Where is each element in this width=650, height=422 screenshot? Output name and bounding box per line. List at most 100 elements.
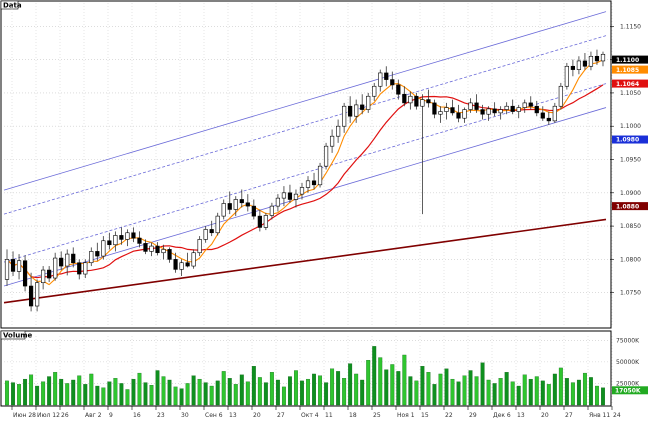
volume-bar (492, 383, 497, 406)
candle-body (366, 95, 371, 110)
price-tag-box (612, 65, 648, 74)
candle-body (83, 262, 88, 275)
volume-y-label: 50000K (616, 359, 640, 366)
price-title-box (0, 0, 19, 10)
x-tick-label: 30 (181, 412, 189, 419)
x-tick-label: 16 (133, 412, 141, 419)
volume-tag-box (612, 386, 648, 395)
price-y-label: 1.1050 (620, 90, 641, 97)
volume-bar (444, 368, 449, 406)
volume-bar (65, 383, 70, 406)
price-tag-label: 1.0880 (616, 203, 639, 210)
candle-body (354, 104, 359, 117)
volume-bar (269, 372, 274, 406)
volume-bar (486, 379, 491, 406)
volume-bar (595, 385, 599, 406)
volume-bars (5, 346, 605, 406)
candle-body (287, 192, 293, 200)
volume-bar (239, 374, 244, 406)
x-tick-label: 29 (469, 412, 477, 419)
volume-bar (396, 371, 401, 406)
volume-bar (462, 375, 467, 406)
price-tag-label: 1.1085 (616, 67, 639, 74)
volume-bar (582, 372, 587, 406)
volume-bar (540, 380, 545, 406)
volume-panel-title: Volume (3, 332, 33, 340)
y-axis: 1.1150 1.1100 1.1050 1.1000 1.0950 1.0900 1.08… (610, 23, 641, 387)
volume-bar (5, 380, 9, 406)
volume-bar (312, 373, 316, 406)
volume-bar (306, 378, 310, 406)
candle-body (299, 187, 305, 195)
x-tick-label: Авг 2 (85, 412, 102, 419)
volume-bar (366, 359, 371, 406)
candle-body (4, 259, 10, 280)
candle-body (444, 107, 449, 112)
x-tick-label: 20 (253, 412, 261, 419)
price-y-label: 1.0900 (620, 190, 641, 197)
candle-body (131, 232, 136, 239)
candle-body (263, 215, 268, 228)
x-tick-label: 11 (325, 412, 333, 419)
candle-body (534, 105, 539, 114)
volume-bar (125, 389, 130, 406)
candle-body (462, 109, 467, 119)
candle-body (59, 257, 64, 267)
volume-bar (330, 368, 335, 406)
volume-bar (546, 384, 551, 406)
candle-body (600, 53, 606, 62)
volume-bar (522, 374, 527, 406)
volume-bar (384, 369, 389, 406)
volume-bar (83, 384, 88, 406)
volume-bar (534, 376, 539, 406)
candle-body (342, 105, 347, 127)
candle-body (107, 240, 112, 246)
candle-body (540, 112, 545, 119)
ma-medium-line (6, 84, 604, 279)
x-tick-label: 18 (349, 412, 357, 419)
candle-body (22, 260, 28, 287)
volume-bar (450, 378, 455, 406)
candle-body (570, 65, 575, 70)
volume-bar (402, 354, 407, 406)
volume-bar (408, 376, 413, 406)
candle-body (558, 85, 563, 107)
candle-body (336, 125, 341, 137)
candle-body (233, 199, 238, 210)
volume-bar (233, 384, 238, 406)
x-tick-label: 20 (541, 412, 549, 419)
candlesticks (4, 49, 606, 312)
candle-body (293, 193, 299, 200)
volume-bar (300, 380, 304, 406)
candle-body (251, 205, 256, 217)
volume-bar (113, 378, 118, 406)
volume-bar (294, 370, 298, 406)
volume-bar (426, 372, 431, 406)
volume-bar (287, 376, 292, 406)
volume-bar (89, 373, 94, 406)
candle-body (486, 108, 491, 115)
volume-bar (498, 378, 503, 406)
candle-body (546, 117, 551, 122)
price-y-label: 1.1150 (620, 23, 641, 30)
x-tick-label: 24 (613, 412, 621, 419)
candle-body (47, 269, 52, 279)
volume-bar (179, 388, 184, 406)
volume-bar (41, 381, 46, 406)
volume-bar (95, 385, 100, 406)
price-y-label: 1.0850 (620, 223, 641, 230)
candle-body (119, 235, 124, 240)
candle-body (269, 205, 274, 216)
volume-bar (149, 385, 154, 406)
price-tag-label: 1.1100 (616, 57, 639, 64)
candle-body (149, 245, 154, 252)
candle-body (71, 253, 76, 264)
candle-body (95, 251, 100, 257)
candle-body (323, 145, 329, 167)
candle-body (221, 203, 226, 217)
volume-bar (576, 379, 581, 406)
volume-bar (59, 378, 64, 406)
volume-bar (215, 380, 220, 406)
x-tick-label: 25 (373, 412, 381, 419)
